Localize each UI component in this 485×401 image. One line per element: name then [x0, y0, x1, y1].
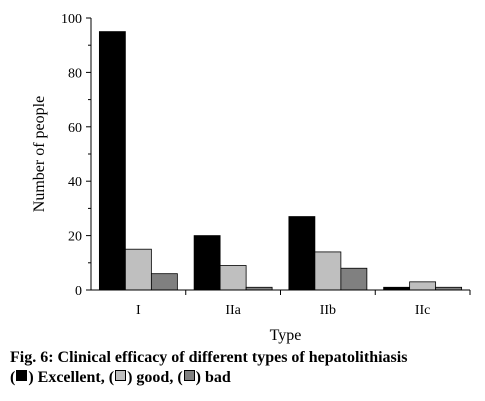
- legend-label-good: good: [136, 369, 170, 386]
- y-tick-label: 60: [68, 121, 82, 136]
- caption-legend: () Excellent, () good, () bad: [10, 368, 480, 388]
- bar-excellent-iia: [193, 235, 221, 291]
- bar-bad-i: [150, 273, 178, 291]
- bar-chart: 0 20 40 60 80 100 I IIa IIb IIc Type Number of p…: [31, 12, 471, 344]
- figure-caption: Fig. 6: Clinical efficacy of different t…: [10, 348, 480, 388]
- x-tick-label: IIa: [225, 303, 241, 318]
- x-tick-label: I: [136, 303, 141, 318]
- bar-bad-iib: [340, 267, 368, 291]
- x-axis-title: Type: [270, 327, 302, 344]
- legend-item-excellent: () Excellent,: [10, 369, 105, 386]
- x-ticks-group: I IIa IIb IIc: [136, 290, 471, 318]
- y-tick-label: 20: [68, 230, 82, 245]
- y-tick-label: 0: [75, 284, 82, 299]
- x-tick-label: IIc: [415, 303, 431, 318]
- legend-swatch-bad: [183, 370, 195, 381]
- legend-item-bad: () bad: [177, 369, 231, 386]
- y-ticks-group: 0 20 40 60 80 100: [61, 12, 91, 299]
- bar-good-iia: [219, 265, 247, 291]
- bar-excellent-iib: [288, 216, 316, 291]
- y-tick-label: 100: [61, 12, 82, 27]
- legend-label-excellent: Excellent: [37, 369, 101, 386]
- y-axis-title: Number of people: [31, 96, 48, 212]
- bars-group: [98, 31, 463, 291]
- legend-item-good: () good,: [108, 369, 174, 386]
- caption-title: Fig. 6: Clinical efficacy of different t…: [10, 349, 408, 366]
- legend-swatch-good: [115, 370, 127, 381]
- legend-label-bad: bad: [204, 369, 231, 386]
- bar-good-i: [124, 248, 152, 291]
- bar-excellent-i: [98, 31, 126, 291]
- bar-good-iic: [409, 281, 437, 291]
- y-tick-label: 80: [68, 66, 82, 81]
- legend-swatch-excellent: [16, 370, 28, 381]
- x-tick-label: IIb: [320, 303, 336, 318]
- bar-good-iib: [314, 251, 342, 291]
- y-tick-label: 40: [68, 175, 82, 190]
